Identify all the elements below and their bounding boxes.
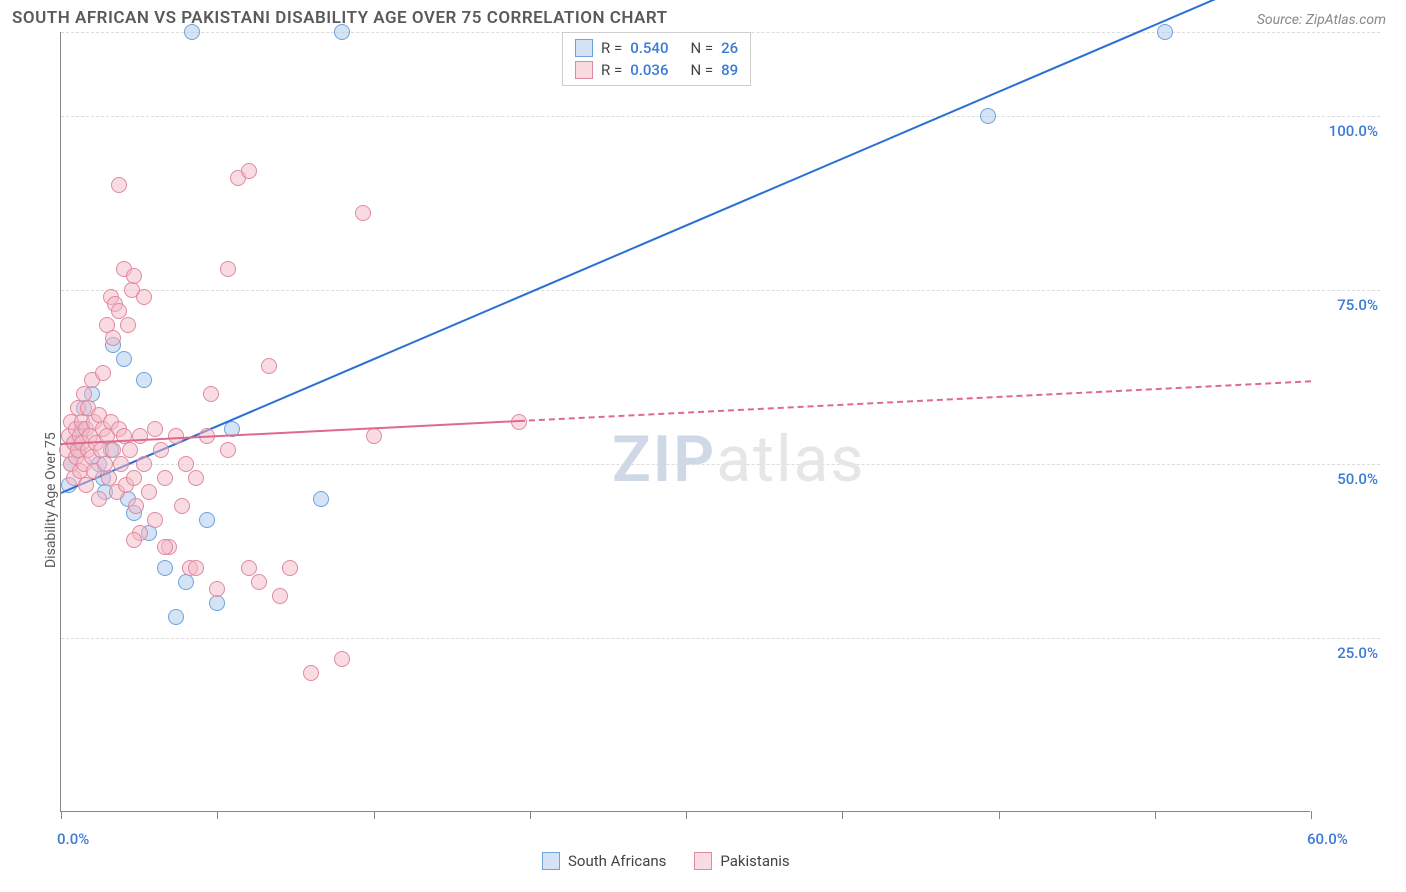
- data-point: [355, 205, 371, 221]
- data-point: [78, 477, 94, 493]
- data-point: [303, 665, 319, 681]
- legend-series: South Africans Pakistanis: [542, 852, 790, 870]
- legend-n-value: 26: [721, 39, 738, 57]
- x-tick: [999, 811, 1000, 819]
- legend-r-value: 0.540: [630, 39, 668, 57]
- data-point: [203, 386, 219, 402]
- legend-series-item: Pakistanis: [694, 852, 789, 870]
- gridline-h: [61, 638, 1380, 639]
- data-point: [261, 358, 277, 374]
- data-point: [282, 560, 298, 576]
- source-label: Source: ZipAtlas.com: [1257, 12, 1386, 28]
- data-point: [157, 470, 173, 486]
- data-point: [157, 539, 173, 555]
- x-tick-label: 60.0%: [1307, 830, 1348, 848]
- data-point: [251, 574, 267, 590]
- x-tick: [217, 811, 218, 819]
- legend-r-label: R =: [601, 61, 622, 79]
- data-point: [334, 24, 350, 40]
- legend-swatch: [575, 39, 593, 57]
- data-point: [220, 442, 236, 458]
- data-point: [122, 442, 138, 458]
- legend-n-value: 89: [721, 61, 738, 79]
- data-point: [157, 560, 173, 576]
- data-point: [313, 491, 329, 507]
- legend-n-label: N =: [690, 61, 713, 79]
- data-point: [105, 330, 121, 346]
- x-tick: [374, 811, 375, 819]
- y-tick-label: 25.0%: [1337, 644, 1378, 662]
- data-point: [241, 560, 257, 576]
- data-point: [153, 442, 169, 458]
- x-tick: [1311, 811, 1312, 819]
- y-tick-label: 50.0%: [1337, 470, 1378, 488]
- data-point: [136, 372, 152, 388]
- legend-series-item: South Africans: [542, 852, 666, 870]
- legend-series-label: Pakistanis: [720, 852, 789, 870]
- data-point: [111, 177, 127, 193]
- x-tick: [686, 811, 687, 819]
- legend-stats-row: R = 0.036 N = 89: [575, 59, 738, 81]
- legend-stats: R = 0.540 N = 26 R = 0.036 N = 89: [562, 32, 751, 86]
- legend-series-label: South Africans: [568, 852, 666, 870]
- data-point: [168, 428, 184, 444]
- data-point: [126, 470, 142, 486]
- data-point: [95, 365, 111, 381]
- data-point: [334, 651, 350, 667]
- x-tick: [530, 811, 531, 819]
- chart-header: SOUTH AFRICAN VS PAKISTANI DISABILITY AG…: [0, 0, 1406, 32]
- data-point: [141, 484, 157, 500]
- legend-swatch: [542, 852, 560, 870]
- data-point: [132, 428, 148, 444]
- legend-r-value: 0.036: [630, 61, 668, 79]
- data-point: [272, 588, 288, 604]
- data-point: [120, 317, 136, 333]
- data-point: [126, 532, 142, 548]
- data-point: [366, 428, 382, 444]
- y-axis-label: Disability Age Over 75: [43, 432, 59, 568]
- data-point: [220, 261, 236, 277]
- data-point: [116, 351, 132, 367]
- x-tick: [1155, 811, 1156, 819]
- x-tick-label: 0.0%: [57, 830, 89, 848]
- y-tick-label: 100.0%: [1329, 122, 1378, 140]
- data-point: [209, 595, 225, 611]
- data-point: [128, 498, 144, 514]
- data-point: [136, 456, 152, 472]
- legend-swatch: [694, 852, 712, 870]
- data-point: [168, 609, 184, 625]
- legend-swatch: [575, 61, 593, 79]
- data-point: [980, 108, 996, 124]
- plot-area: 25.0%50.0%75.0%100.0%0.0%60.0%Disability…: [60, 32, 1310, 812]
- data-point: [188, 560, 204, 576]
- legend-n-label: N =: [690, 39, 713, 57]
- gridline-h: [61, 116, 1380, 117]
- data-point: [113, 456, 129, 472]
- x-tick: [842, 811, 843, 819]
- data-point: [147, 421, 163, 437]
- legend-r-label: R =: [601, 39, 622, 57]
- gridline-h: [61, 464, 1380, 465]
- data-point: [126, 268, 142, 284]
- y-tick-label: 75.0%: [1337, 296, 1378, 314]
- data-point: [188, 470, 204, 486]
- data-point: [147, 512, 163, 528]
- correlation-chart: 25.0% 50.0% 75.0% 100.0% 0.0% 60.0% Disability…: [12, 32, 1394, 872]
- data-point: [174, 498, 190, 514]
- x-tick: [61, 811, 62, 819]
- data-point: [91, 491, 107, 507]
- data-point: [209, 581, 225, 597]
- legend-stats-row: R = 0.540 N = 26: [575, 37, 738, 59]
- data-point: [199, 512, 215, 528]
- regression-line: [519, 380, 1311, 422]
- data-point: [184, 24, 200, 40]
- data-point: [1157, 24, 1173, 40]
- data-point: [178, 456, 194, 472]
- gridline-h: [61, 290, 1380, 291]
- data-point: [136, 289, 152, 305]
- data-point: [178, 574, 194, 590]
- data-point: [241, 163, 257, 179]
